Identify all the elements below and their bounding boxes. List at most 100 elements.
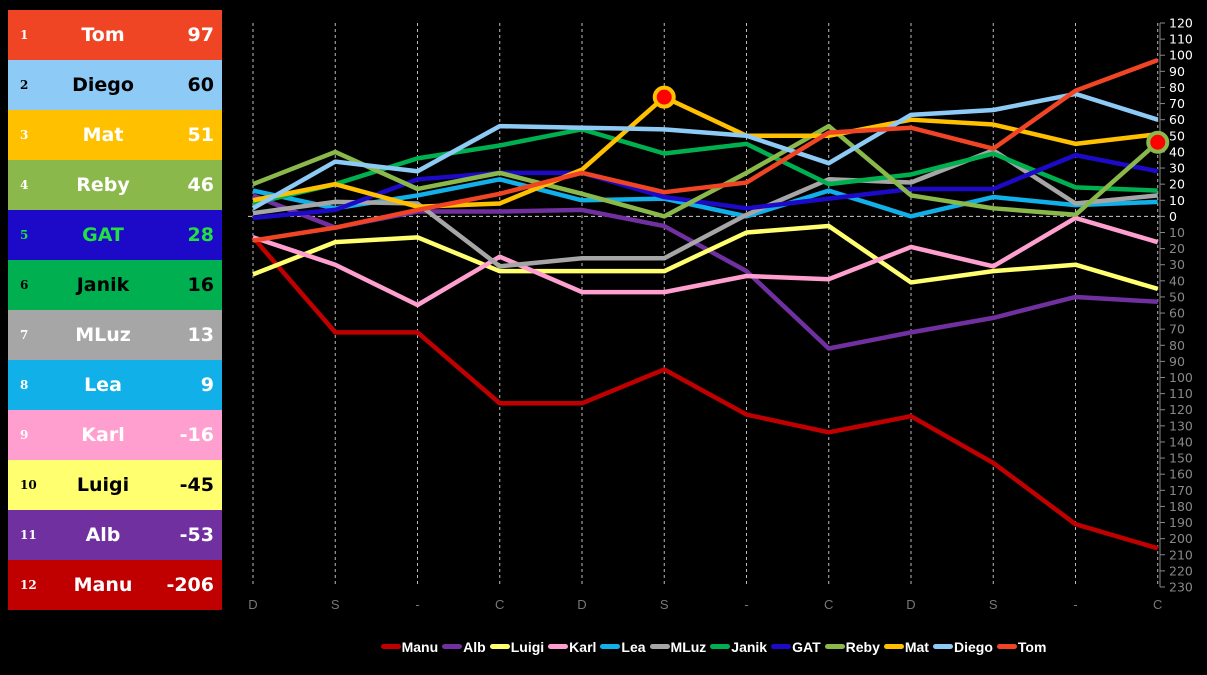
player-score: -45 (179, 474, 214, 496)
x-tick-label: C (495, 597, 504, 612)
player-name: Diego (72, 74, 134, 96)
y-tick-label: 200 (1169, 531, 1193, 546)
player-rank: 8 (20, 378, 29, 392)
player-name: Lea (84, 374, 122, 396)
player-name: Karl (81, 424, 125, 446)
legend-label: Mat (904, 638, 929, 655)
player-rank: 5 (20, 228, 29, 242)
highlight-marker (652, 85, 676, 109)
legend-item: Alb (442, 639, 486, 655)
player-rank: 4 (20, 178, 29, 192)
series-line-manu (251, 235, 1159, 551)
leaderboard-row: 3 Mat 51 (8, 110, 222, 160)
y-tick-label: 110 (1169, 386, 1193, 401)
player-name: MLuz (75, 324, 131, 346)
leaderboard-row: 9 Karl -16 (8, 410, 222, 460)
x-tick-label: D (248, 597, 257, 612)
y-tick-label: 180 (1169, 499, 1193, 514)
x-tick-label: C (1153, 597, 1162, 612)
player-score: 60 (187, 74, 214, 96)
y-tick-label: 160 (1169, 467, 1193, 482)
legend-swatch (600, 644, 621, 649)
player-name: Alb (85, 524, 121, 546)
player-rank: 11 (20, 528, 37, 542)
x-tick-label: D (906, 597, 915, 612)
y-tick-label: 70 (1169, 322, 1185, 337)
x-tick-label: - (415, 597, 419, 612)
legend-label: MLuz (670, 638, 707, 655)
legend-item: Janik (710, 639, 767, 655)
y-tick-label: 60 (1169, 306, 1185, 321)
y-tick-label: 20 (1169, 177, 1185, 192)
legend-label: Diego (953, 638, 993, 655)
series-line-lea (252, 177, 1158, 219)
legend-label: GAT (792, 638, 821, 655)
y-tick-label: 40 (1169, 273, 1185, 288)
legend-swatch (932, 644, 953, 649)
player-score: 46 (187, 174, 214, 196)
series-line-luigi (252, 223, 1159, 292)
y-tick-label: 70 (1169, 96, 1185, 111)
legend-swatch (380, 644, 401, 649)
legend-swatch (996, 644, 1017, 649)
player-name: Mat (82, 124, 124, 146)
player-name: Luigi (76, 474, 130, 496)
player-rank: 3 (20, 128, 29, 142)
leaderboard-row: 4 Reby 46 (8, 160, 222, 210)
y-tick-label: 50 (1169, 128, 1185, 143)
legend-label: Luigi (510, 638, 545, 655)
leaderboard-row: 10 Luigi -45 (8, 460, 222, 510)
series-line-tom (252, 57, 1159, 243)
legend-item: MLuz (649, 638, 707, 655)
y-tick-label: 30 (1169, 161, 1185, 176)
x-tick-label: C (824, 597, 833, 612)
y-tick-label: 90 (1169, 354, 1185, 369)
player-score: 9 (200, 374, 214, 396)
player-rank: 1 (20, 28, 29, 42)
y-tick-label: 170 (1169, 483, 1193, 498)
series-line-karl (252, 215, 1159, 308)
leaderboard: 1 Tom 97 2 Diego 60 3 Mat 51 4 Reby 46 5 GAT 28 6 Janik 1… (8, 10, 222, 610)
player-score: -206 (166, 574, 214, 596)
y-tick-label: 120 (1169, 402, 1193, 417)
x-tick-label: - (1073, 597, 1077, 612)
y-tick-label: 0 (1169, 209, 1177, 224)
player-rank: 2 (20, 78, 29, 92)
legend-label: Tom (1017, 638, 1047, 655)
y-tick-label: 120 (1169, 16, 1193, 31)
legend-item: Karl (548, 639, 596, 655)
legend-item: Reby (824, 639, 880, 655)
series-line-reby (252, 123, 1160, 219)
y-tick-label: 50 (1169, 289, 1185, 304)
x-tick-label: D (577, 597, 586, 612)
y-tick-label: 90 (1169, 64, 1185, 79)
player-name: Janik (76, 274, 130, 296)
x-tick-label: S (331, 597, 340, 612)
legend-swatch (771, 644, 792, 649)
y-tick-label: 100 (1169, 48, 1193, 63)
series-line-diego (251, 91, 1159, 211)
legend-item: Manu (380, 639, 438, 655)
legend-item: Mat (883, 638, 929, 655)
player-name: Tom (81, 24, 125, 46)
player-score: 97 (187, 24, 214, 46)
y-tick-label: 80 (1169, 338, 1185, 353)
y-tick-label: 130 (1169, 418, 1193, 433)
player-name: GAT (82, 224, 124, 246)
legend-swatch (824, 644, 845, 649)
player-rank: 6 (20, 278, 29, 292)
legend-label: Janik (731, 638, 768, 655)
y-tick-label: 30 (1169, 257, 1185, 272)
player-rank: 9 (20, 428, 29, 442)
player-name: Reby (76, 174, 130, 196)
series-line-janik (252, 127, 1158, 206)
leaderboard-row: 12 Manu -206 (8, 560, 222, 610)
chart-legend: Manu Alb Luigi Karl Lea MLuz Janik GAT Reby Mat Di… (0, 634, 1207, 655)
player-score: -16 (179, 424, 214, 446)
x-tick-label: - (744, 597, 748, 612)
y-tick-label: 10 (1169, 193, 1185, 208)
legend-item: GAT (771, 639, 821, 655)
legend-swatch (649, 644, 670, 649)
player-rank: 12 (20, 578, 37, 592)
